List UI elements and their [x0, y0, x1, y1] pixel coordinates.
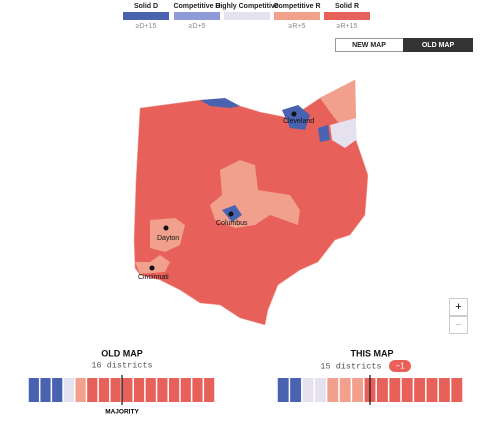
zoom-in[interactable]: [449, 298, 468, 316]
district-cell: [87, 378, 98, 402]
district-cell: [438, 378, 450, 402]
city-label: Columbus: [216, 220, 248, 227]
district-cell: [327, 378, 339, 402]
legend-swatch: [324, 12, 370, 20]
city-dot: [149, 265, 155, 271]
district-cell: [52, 378, 63, 402]
legend-swatch: [224, 12, 270, 20]
city-label: Cincinnati: [138, 274, 169, 281]
district-cell: [98, 378, 110, 402]
district-cell: [290, 378, 302, 402]
district-cell: [180, 378, 191, 402]
district-cell: [277, 378, 289, 402]
legend-sub: ≥D+5: [189, 23, 206, 30]
district: [150, 218, 185, 252]
district-cell: [63, 378, 74, 402]
district-cell: [40, 378, 51, 402]
zoom-in-label: +: [455, 301, 461, 313]
district-cell: [389, 378, 401, 402]
change-label: −1: [395, 362, 405, 371]
district-cell: [169, 378, 180, 402]
district-cell: [192, 378, 203, 402]
district-cell: [352, 378, 364, 402]
summary-count: 16 districts: [91, 360, 152, 370]
district-cell: [122, 378, 133, 402]
district-cell: [339, 378, 351, 402]
district-cell: [28, 378, 39, 402]
district: [318, 125, 330, 142]
district-cell: [145, 378, 156, 402]
new-map-label: NEW MAP: [352, 42, 386, 49]
district: [320, 80, 356, 125]
district-cell: [401, 378, 413, 402]
city-dot: [163, 225, 169, 231]
summary-title: THIS MAP: [350, 348, 393, 358]
toggle: NEW MAP OLD MAP: [335, 38, 473, 52]
district-cell: [426, 378, 438, 402]
district-cell: [110, 378, 121, 402]
legend-label: Solid R: [335, 3, 359, 10]
district-cell: [451, 378, 463, 402]
district-cell: [414, 378, 426, 402]
district: [330, 118, 356, 148]
change-pill: [389, 360, 411, 372]
legend-sub: ≥D+15: [136, 23, 157, 30]
district-cell: [302, 378, 314, 402]
district: [135, 255, 170, 274]
district-cell: [133, 378, 145, 402]
district-cell: [75, 378, 86, 402]
old-map-label: OLD MAP: [422, 42, 455, 49]
legend-sub: ≥R+15: [337, 23, 358, 30]
district: [200, 98, 240, 108]
district: [282, 105, 310, 130]
district-cell: [314, 378, 326, 402]
old-map-summary: OLD MAP 16 districts MAJORITY: [28, 348, 215, 416]
legend-label: Solid D: [134, 3, 158, 10]
legend-sub: ≥R+5: [289, 23, 306, 30]
city-label: Dayton: [157, 235, 179, 242]
city-label: Cleveland: [283, 118, 314, 125]
district-cell: [376, 378, 388, 402]
legend: Solid D Competitive D Highly Competitive…: [123, 3, 370, 30]
majority-label: MAJORITY: [105, 409, 139, 416]
zoom-controls: + −: [449, 298, 468, 334]
legend-label: Highly Competitive: [215, 3, 279, 10]
old-map-button[interactable]: [403, 38, 473, 52]
district-cell: [157, 378, 168, 402]
legend-swatch: [123, 12, 169, 20]
legend-label: Competitive R: [273, 3, 320, 10]
legend-label: Competitive D: [173, 3, 220, 10]
district-cell: [204, 378, 215, 402]
city-dot: [228, 211, 234, 217]
legend-swatch: [274, 12, 320, 20]
zoom-out[interactable]: [449, 316, 468, 334]
this-map-summary: THIS MAP 15 districts −1: [277, 348, 463, 405]
zoom-out-label: −: [455, 319, 461, 331]
ohio-map: Cleveland Columbus Dayton Cincinnati: [133, 79, 369, 326]
summary-count: 15 districts: [320, 361, 381, 371]
legend-swatch: [174, 12, 220, 20]
summary-title: OLD MAP: [101, 348, 143, 358]
city-dot: [291, 111, 297, 117]
